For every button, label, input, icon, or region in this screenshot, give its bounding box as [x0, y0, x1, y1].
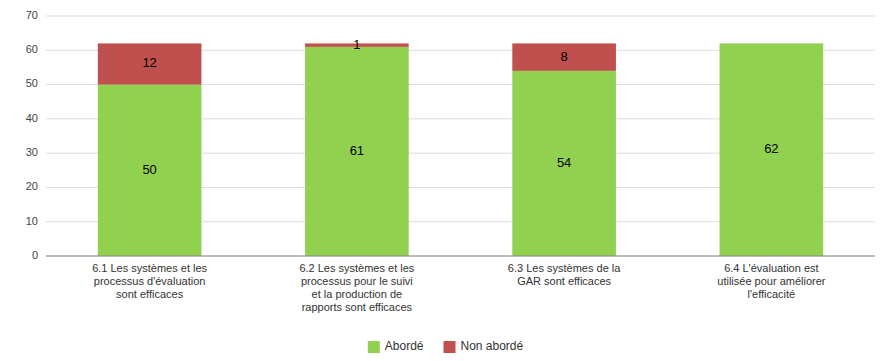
x-axis-line	[46, 256, 875, 257]
grid-line	[46, 16, 875, 17]
y-tick-label: 0	[32, 249, 38, 261]
legend-swatch	[443, 341, 455, 353]
y-tick-label: 50	[26, 77, 38, 89]
data-label: 54	[557, 155, 571, 170]
x-tick-label: 6.4 L'évaluation estutilisée pour amélio…	[717, 262, 826, 300]
y-axis: 0 10 20 30 40 50 60 70	[26, 9, 38, 261]
data-label: 12	[142, 55, 156, 70]
y-tick-label: 70	[26, 9, 38, 21]
legend: Abordé Non abordé	[368, 339, 524, 353]
bar-segment	[512, 43, 616, 70]
y-tick-label: 30	[26, 146, 38, 158]
legend-label: Abordé	[385, 339, 424, 353]
data-labels: 50 61 54 62 12 1 8	[142, 37, 778, 177]
bar-segment	[305, 47, 409, 256]
bar-segment	[720, 43, 824, 256]
chart-container: 0 10 20 30 40 50 60 70 50 61 54 62 12 1 8 6.1 Les systè…	[0, 0, 891, 361]
legend-item: Non abordé	[443, 339, 523, 353]
x-tick-label: 6.3 Les systèmes de laGAR sont efficaces	[508, 262, 621, 287]
bar-segment	[720, 43, 824, 44]
legend-label: Non abordé	[460, 339, 523, 353]
x-tick-label: 6.2 Les systèmes et lesprocessus pour le…	[299, 262, 414, 313]
data-label: 1	[353, 37, 360, 52]
data-label: 61	[350, 143, 364, 158]
bar-segment	[98, 85, 202, 256]
grid	[46, 16, 875, 256]
data-label: 62	[764, 141, 778, 156]
bar-segment	[512, 71, 616, 256]
y-tick-label: 20	[26, 180, 38, 192]
legend-item: Abordé	[368, 339, 424, 353]
chart: 0 10 20 30 40 50 60 70 50 61 54 62 12 1 8 6.1 Les systè…	[0, 0, 891, 361]
x-tick-label: 6.1 Les systèmes et lesprocessus d'évalu…	[92, 262, 207, 300]
x-axis: 6.1 Les systèmes et lesprocessus d'évalu…	[46, 256, 875, 313]
y-tick-label: 10	[26, 215, 38, 227]
bar-segment	[98, 43, 202, 84]
data-label: 8	[561, 49, 568, 64]
grid-line	[46, 256, 875, 257]
bars	[98, 43, 823, 256]
legend-swatch	[368, 341, 380, 353]
data-label: 50	[142, 162, 156, 177]
y-tick-label: 60	[26, 43, 38, 55]
y-tick-label: 40	[26, 112, 38, 124]
